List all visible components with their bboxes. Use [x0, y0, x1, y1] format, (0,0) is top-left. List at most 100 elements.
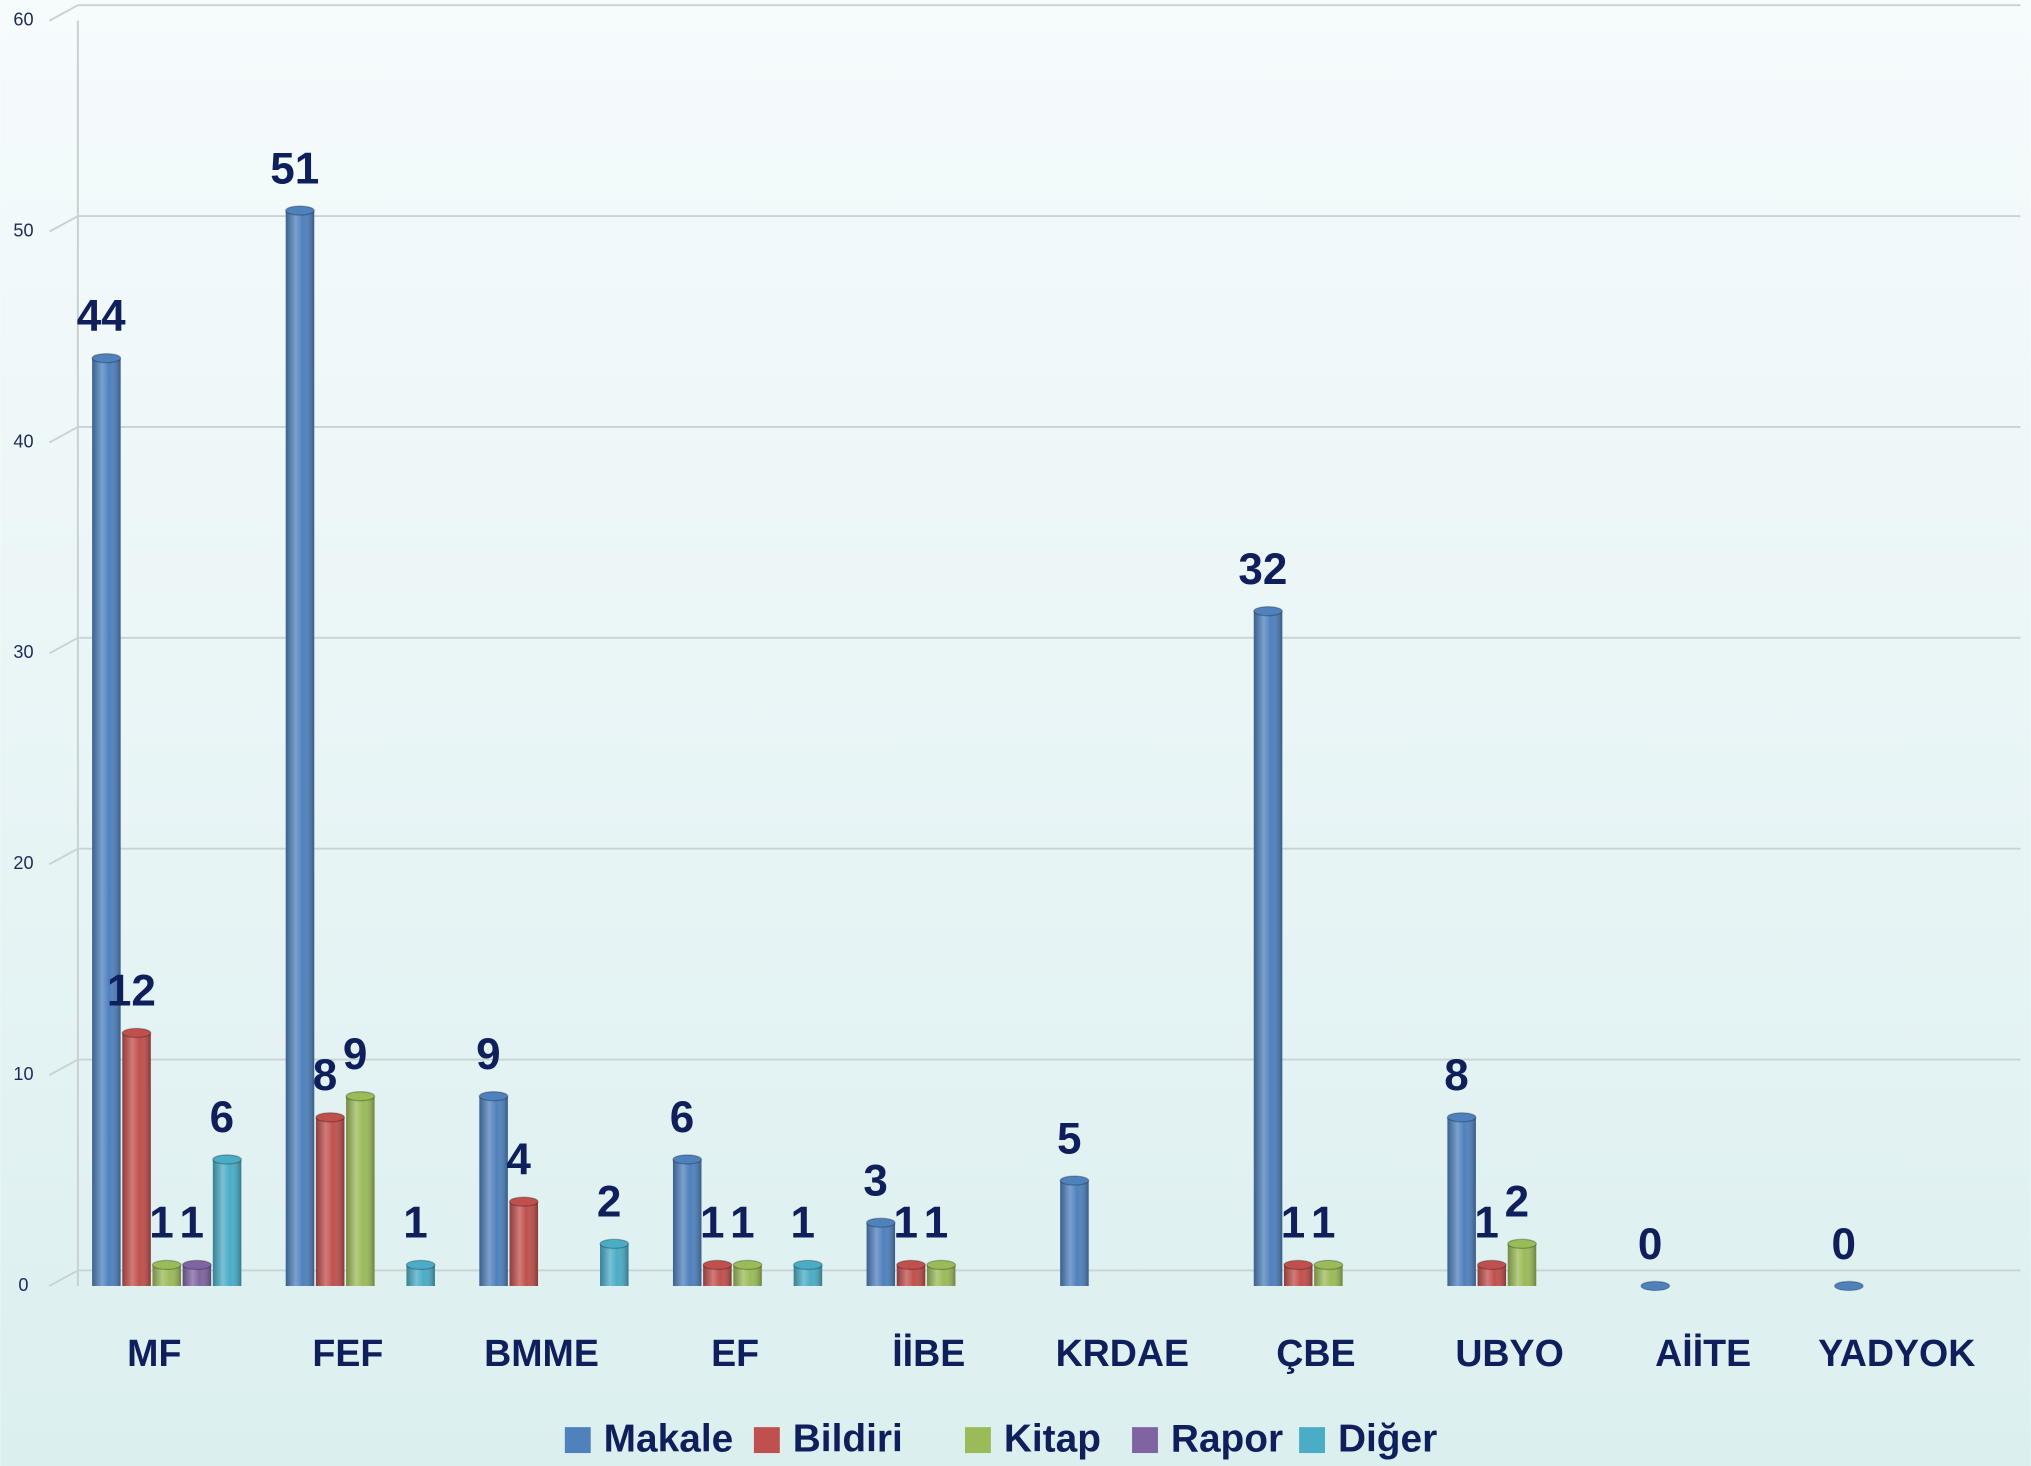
data-label: 44 [77, 292, 126, 341]
x-tick-label: BMME [484, 1332, 599, 1374]
bar-shade [1477, 1264, 1507, 1286]
bar-shade [672, 1159, 702, 1286]
bar-top [702, 1259, 733, 1271]
bar-top [1253, 605, 1283, 617]
bar-shade [509, 1201, 539, 1286]
bar-top [121, 1027, 152, 1039]
bar-top [1833, 1280, 1864, 1292]
bar-top [1283, 1259, 1314, 1271]
y-tick-label: 30 [13, 642, 33, 662]
bar-shade [1447, 1117, 1476, 1286]
bar-top [1640, 1280, 1671, 1292]
bar-top [1476, 1259, 1507, 1271]
bar-top [151, 1259, 182, 1271]
bar-top [1446, 1112, 1477, 1123]
bar-top [508, 1196, 539, 1207]
bar-top [91, 352, 122, 364]
data-label: 3 [863, 1156, 887, 1205]
legend-label: Makale [604, 1418, 734, 1461]
grid-tick [48, 215, 79, 233]
bar-shade [600, 1243, 629, 1286]
x-tick-label: FEF [312, 1332, 383, 1374]
data-label: 1 [700, 1199, 724, 1248]
bar-shade [212, 1159, 242, 1286]
data-label: 51 [270, 144, 319, 193]
bar-shade [315, 1117, 345, 1286]
bar-shade [152, 1264, 181, 1286]
data-label: 0 [1831, 1220, 1855, 1269]
data-label: 6 [670, 1093, 694, 1142]
legend-label: Diğer [1338, 1418, 1437, 1461]
bar-top [672, 1154, 703, 1165]
grid-tick [48, 4, 79, 22]
data-label: 1 [1281, 1199, 1305, 1248]
bar-shade [793, 1264, 823, 1286]
data-label: 1 [179, 1199, 203, 1248]
legend-swatch [753, 1427, 780, 1454]
bar-top [865, 1217, 896, 1228]
x-tick-label: AİİTE [1655, 1332, 1751, 1374]
legend-label: Rapor [1171, 1418, 1283, 1461]
grid-tick [48, 426, 79, 444]
legend-swatch [1132, 1427, 1158, 1454]
y-tick-label: 20 [13, 853, 33, 873]
bar-top [1059, 1175, 1090, 1186]
data-label: 1 [1474, 1199, 1498, 1248]
x-tick-label: İİBE [892, 1332, 965, 1374]
data-label: 2 [1505, 1178, 1529, 1227]
data-label: 32 [1238, 545, 1287, 594]
data-label: 8 [1444, 1051, 1468, 1100]
data-label: 1 [790, 1199, 814, 1248]
bar-top [405, 1259, 436, 1271]
bar-shade [733, 1264, 762, 1286]
bar-shade [1253, 611, 1283, 1286]
data-label: 2 [597, 1178, 621, 1227]
bar-shade [866, 1222, 896, 1286]
bar-top [182, 1259, 212, 1271]
bar-shade [285, 210, 315, 1286]
bar-top [732, 1259, 763, 1271]
data-label: 9 [476, 1030, 500, 1079]
data-label: 1 [1311, 1199, 1335, 1248]
bar-shade [926, 1264, 956, 1286]
bar-shade [346, 1096, 375, 1286]
bar-shade [122, 1032, 151, 1286]
grid-tick [48, 847, 79, 866]
bar-shade [703, 1264, 732, 1286]
legend-swatch [1299, 1427, 1326, 1454]
bar-shade [479, 1096, 508, 1286]
data-label: 9 [343, 1030, 367, 1079]
y-tick-label: 0 [18, 1275, 28, 1295]
bar-shade [896, 1264, 926, 1286]
data-label: 4 [506, 1135, 531, 1184]
data-label: 8 [313, 1051, 337, 1100]
bar-shade [406, 1264, 435, 1286]
legend-label: Kitap [1004, 1418, 1101, 1461]
data-label: 1 [403, 1199, 427, 1248]
x-tick-label: YADYOK [1818, 1332, 1975, 1374]
x-tick-label: ÇBE [1276, 1332, 1355, 1374]
bar-top [1313, 1259, 1344, 1271]
grid-tick [48, 1058, 79, 1076]
bar-top [926, 1259, 957, 1271]
x-tick-label: UBYO [1455, 1332, 1563, 1374]
y-tick-label: 40 [13, 431, 33, 451]
data-label: 1 [730, 1199, 754, 1248]
grid-tick [48, 636, 79, 655]
x-tick-label: MF [127, 1332, 181, 1374]
bar-shade [1507, 1243, 1537, 1286]
y-tick-label: 50 [13, 220, 33, 240]
grid-tick [48, 1269, 79, 1287]
x-tick-label: EF [711, 1332, 759, 1374]
data-label: 1 [924, 1199, 948, 1248]
data-label: 5 [1057, 1114, 1081, 1163]
bar-top [212, 1154, 242, 1165]
bar-top [896, 1259, 926, 1271]
y-tick-label: 10 [13, 1064, 33, 1084]
bar-top [793, 1259, 823, 1271]
legend-swatch [964, 1427, 991, 1454]
bar-top [285, 205, 315, 216]
data-label: 12 [107, 967, 156, 1016]
bar-top [478, 1091, 509, 1102]
